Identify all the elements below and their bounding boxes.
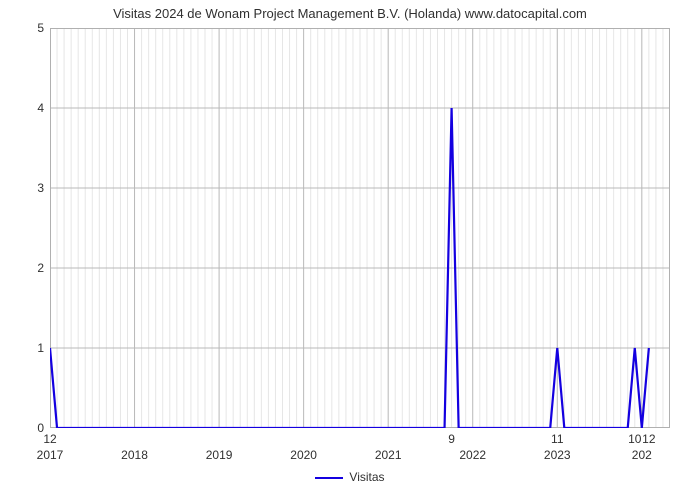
y-tick-label: 4: [20, 101, 44, 115]
x-tick-label: 2018: [121, 448, 148, 462]
data-point-label: 9: [448, 432, 455, 446]
y-tick-label: 2: [20, 261, 44, 275]
legend: Visitas: [0, 470, 700, 484]
x-tick-label: 2022: [459, 448, 486, 462]
legend-label: Visitas: [349, 470, 384, 484]
x-tick-label: 2021: [375, 448, 402, 462]
x-tick-label: 202: [632, 448, 652, 462]
x-tick-label: 2020: [290, 448, 317, 462]
legend-swatch: [315, 477, 343, 479]
y-tick-label: 0: [20, 421, 44, 435]
x-tick-label: 2019: [206, 448, 233, 462]
data-point-label: 12: [642, 432, 655, 446]
y-tick-label: 1: [20, 341, 44, 355]
y-tick-label: 5: [20, 21, 44, 35]
data-point-label: 10: [628, 432, 641, 446]
data-point-label: 11: [551, 432, 563, 446]
x-tick-label: 2023: [544, 448, 571, 462]
data-point-label: 12: [43, 432, 56, 446]
x-tick-label: 2017: [37, 448, 64, 462]
y-tick-label: 3: [20, 181, 44, 195]
chart-title: Visitas 2024 de Wonam Project Management…: [0, 6, 700, 21]
chart-container: { "chart": { "type": "line", "title": "V…: [0, 0, 700, 500]
chart-plot: [50, 28, 670, 428]
